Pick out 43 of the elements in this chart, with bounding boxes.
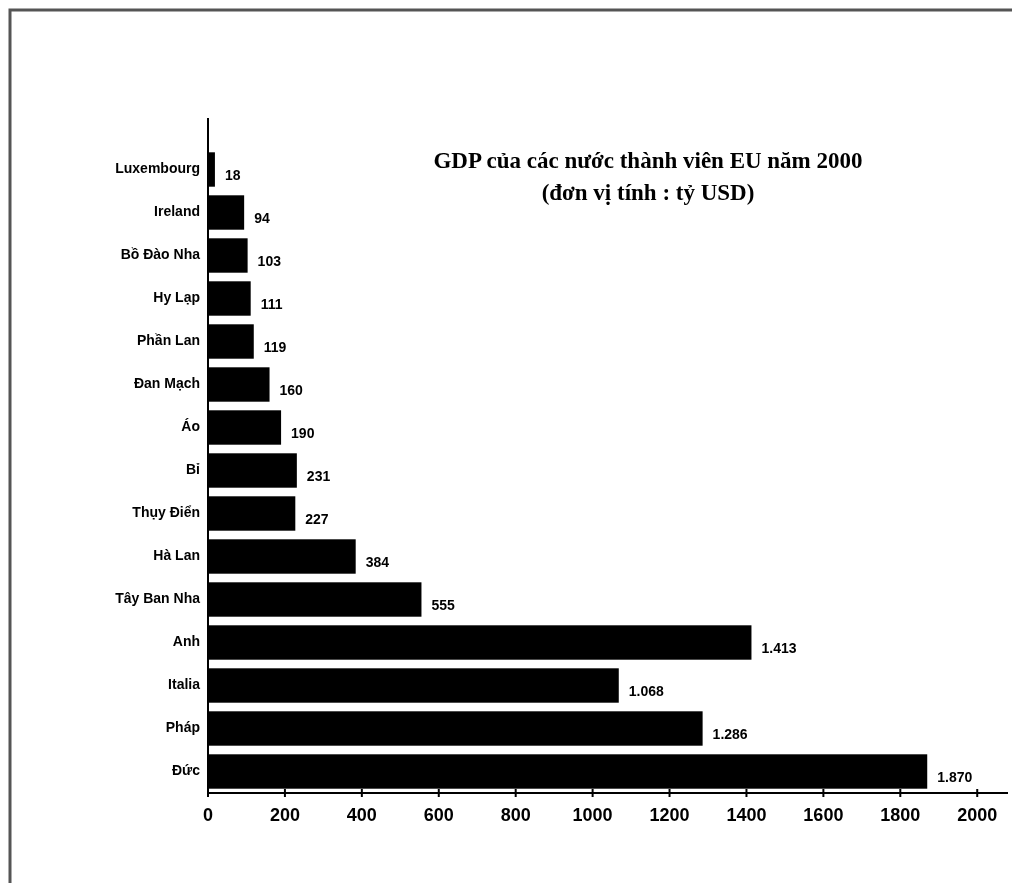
y-tick-label: Italia (168, 676, 201, 693)
data-label: 227 (305, 511, 329, 528)
data-label: 1.286 (712, 726, 748, 743)
y-tick-label: Luxembourg (115, 160, 200, 177)
y-tick-label: Tây Ban Nha (115, 590, 201, 607)
data-label: 1.870 (937, 769, 973, 786)
data-label: 111 (260, 296, 283, 313)
data-label: 555 (431, 597, 456, 614)
x-tick-label: 1400 (726, 805, 767, 825)
data-label: 190 (291, 425, 315, 442)
x-tick-label: 1600 (803, 805, 844, 825)
x-tick-label: 1000 (572, 805, 613, 825)
y-tick-label: Thụy Điển (132, 504, 200, 521)
data-label: 384 (365, 554, 390, 571)
data-label: 18 (224, 167, 241, 184)
x-tick-label: 600 (423, 805, 454, 825)
y-tick-label: Pháp (165, 719, 200, 736)
y-tick-label: Bỉ (186, 461, 201, 478)
x-tick-label: 800 (500, 805, 531, 825)
y-tick-label: Áo (181, 418, 200, 435)
x-tick-label: 1200 (649, 805, 690, 825)
data-label: 103 (257, 253, 282, 270)
text: (đơn vị tính : tỷ USD) (541, 180, 755, 205)
data-label: 1.068 (628, 683, 665, 700)
data-label: 94 (254, 210, 270, 227)
y-tick-label: Ireland (154, 203, 200, 220)
y-tick-label: Phần Lan (136, 332, 200, 349)
x-tick-label: 400 (346, 805, 377, 825)
data-label: 119 (263, 339, 287, 356)
data-label: 160 (279, 382, 304, 399)
data-label: 231 (306, 468, 331, 485)
y-tick-label: Hy Lạp (153, 289, 200, 306)
x-tick-label: 200 (269, 805, 300, 825)
text: GDP của các nước thành viên EU năm 2000 (433, 148, 863, 173)
y-tick-label: Bồ Đào Nha (120, 246, 201, 263)
x-tick-label: 2000 (957, 805, 998, 825)
y-tick-label: Đan Mạch (133, 375, 200, 392)
data-label: 1.413 (761, 640, 797, 657)
x-tick-label: 0 (202, 805, 214, 825)
y-tick-label: Đức (171, 762, 201, 779)
y-tick-label: Hà Lan (153, 547, 200, 564)
x-tick-label: 1800 (880, 805, 921, 825)
y-tick-label: Anh (172, 633, 200, 650)
